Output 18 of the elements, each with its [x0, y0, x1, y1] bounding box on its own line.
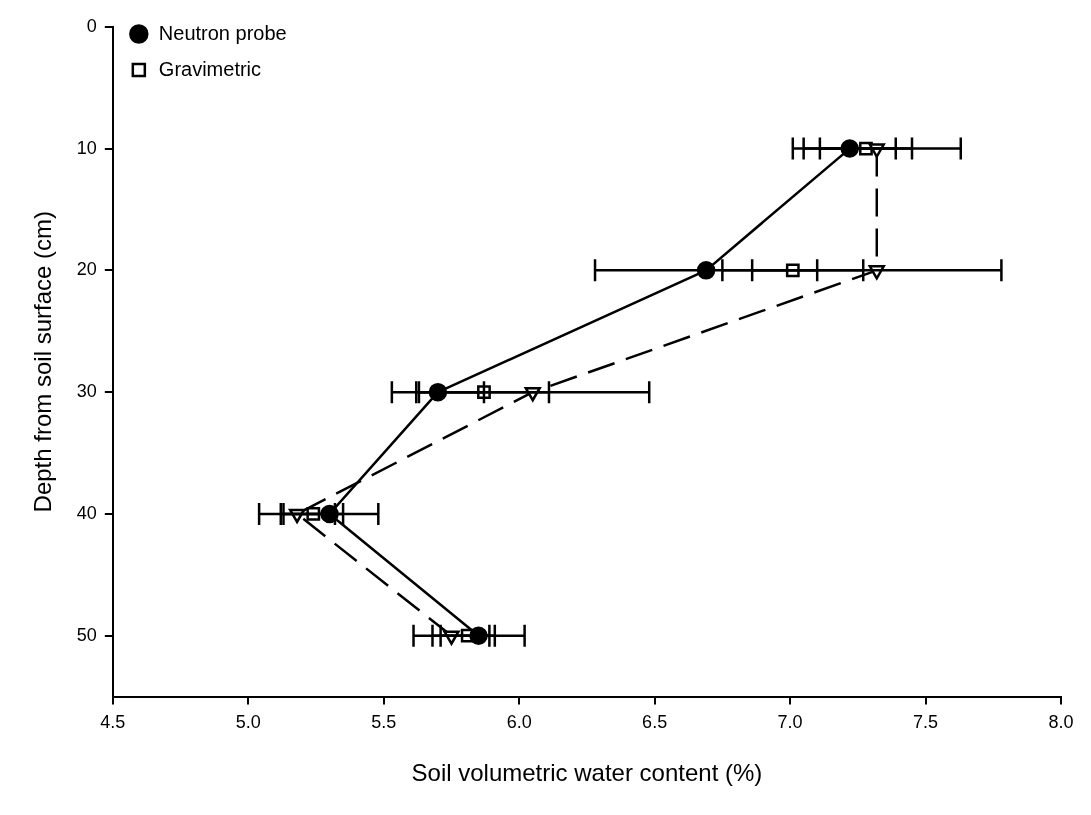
x-tick-label: 7.5	[913, 712, 939, 733]
x-axis-title: Soil volumetric water content (%)	[411, 759, 763, 787]
x-tick-label: 5.5	[371, 712, 397, 733]
y-tick-label: 40	[76, 502, 97, 523]
y-tick-label: 20	[76, 259, 97, 280]
legend-label: Neutron probe	[158, 21, 287, 44]
x-tick-label: 6.0	[506, 712, 532, 733]
x-tick-label: 6.5	[642, 712, 668, 733]
y-tick-label: 10	[76, 137, 97, 158]
x-tick-label: 4.5	[100, 712, 126, 733]
legend-label: Gravimetric	[158, 57, 262, 80]
x-tick-label: 8.0	[1048, 712, 1074, 733]
x-tick-label: 7.0	[777, 712, 803, 733]
y-tick-label: 0	[86, 15, 97, 36]
y-tick-label: 30	[76, 381, 97, 402]
y-tick-label: 50	[76, 624, 97, 645]
y-axis-title: Depth from soil surface (cm)	[29, 211, 57, 513]
x-tick-label: 5.0	[235, 712, 261, 733]
